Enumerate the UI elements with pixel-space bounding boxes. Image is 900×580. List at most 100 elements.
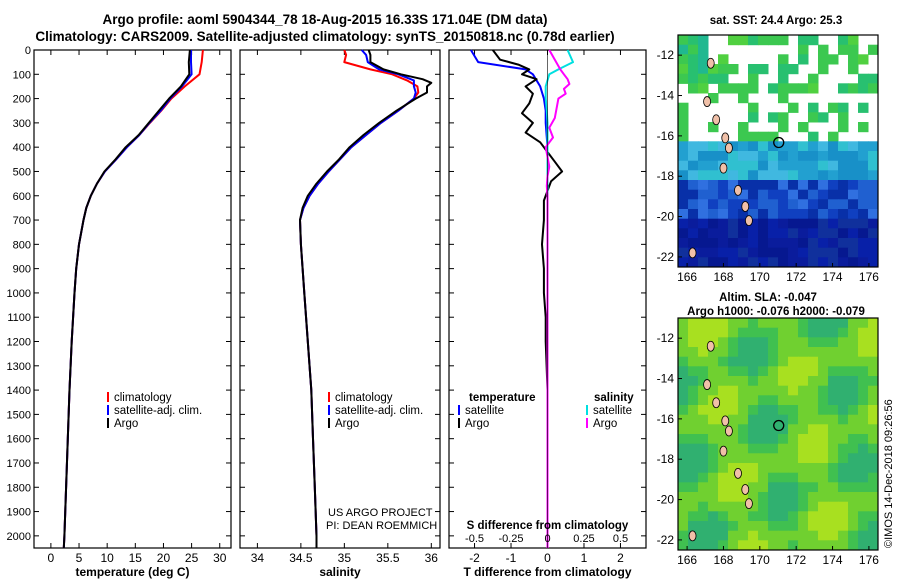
sst-map-cell bbox=[748, 218, 759, 229]
title-line-1: Argo profile: aoml 5904344_78 18-Aug-201… bbox=[102, 12, 548, 27]
sst-map-cell bbox=[838, 199, 849, 210]
sla-map-cell bbox=[688, 443, 699, 454]
sst-map-cell bbox=[838, 122, 849, 133]
sla-map-cell bbox=[808, 453, 819, 464]
sla-map-cell bbox=[758, 463, 769, 474]
sst-map-cell bbox=[788, 180, 799, 191]
sla-map-cell bbox=[848, 318, 859, 329]
sla-map-cell bbox=[868, 492, 879, 503]
sla-map-cell bbox=[758, 424, 769, 435]
difference-s-legend-label: Argo bbox=[593, 418, 617, 430]
sla-map-cell bbox=[698, 376, 709, 387]
sst-map-cell bbox=[778, 199, 789, 210]
sla-map-cells bbox=[678, 318, 879, 551]
sla-map-cell bbox=[728, 511, 739, 522]
difference-s-tick-label: 0.5 bbox=[613, 533, 628, 545]
sst-map-cell bbox=[838, 189, 849, 200]
sla-map-cell bbox=[828, 463, 839, 474]
sst-map-cell bbox=[738, 122, 749, 133]
sst-map-cell bbox=[828, 102, 839, 113]
sst-map-cell bbox=[758, 247, 769, 258]
sst-map-cell bbox=[678, 122, 689, 133]
sla-map-cell bbox=[798, 472, 809, 483]
sla-map-cell bbox=[828, 376, 839, 387]
sst-map-cell bbox=[818, 151, 829, 162]
sst-map-cell bbox=[798, 209, 809, 220]
sla-map-cell bbox=[788, 424, 799, 435]
sla-map-cell bbox=[728, 385, 739, 396]
sla-map-cell bbox=[798, 511, 809, 522]
sla-map-cell bbox=[818, 347, 829, 358]
sla-map-cell bbox=[678, 395, 689, 406]
sst-map-cell bbox=[838, 257, 849, 268]
sst-map-cell bbox=[748, 151, 759, 162]
sst-map-cell bbox=[708, 199, 719, 210]
sla-map-cell bbox=[678, 521, 689, 532]
sla-map-cell bbox=[788, 414, 799, 425]
sla-map-cell bbox=[808, 521, 819, 532]
sla-map-cell bbox=[838, 530, 849, 541]
sst-map-cell bbox=[738, 131, 749, 142]
sla-map-cell bbox=[808, 501, 819, 512]
sst-map-cell bbox=[798, 238, 809, 249]
sla-map-cell bbox=[708, 453, 719, 464]
sla-map-cell bbox=[788, 472, 799, 483]
sla-map-cell bbox=[758, 414, 769, 425]
sla-map-cell bbox=[788, 521, 799, 532]
sst-map-cell bbox=[778, 83, 789, 94]
sst-map-cell bbox=[818, 209, 829, 220]
sla-map-cell bbox=[868, 414, 879, 425]
sst-map-cell bbox=[708, 170, 719, 181]
difference-xtick-label: 0 bbox=[544, 551, 551, 565]
sla-map-cell bbox=[828, 434, 839, 445]
sla-map-cell bbox=[688, 434, 699, 445]
sst-map-cell bbox=[808, 131, 819, 142]
sst-map-cell bbox=[688, 228, 699, 239]
sla-map-cell bbox=[738, 511, 749, 522]
sst-map-cell bbox=[708, 228, 719, 239]
sst-map-cell bbox=[818, 112, 829, 123]
sla-map-cell bbox=[788, 482, 799, 493]
sla-map-cell bbox=[748, 414, 759, 425]
salinity-xtick-label: 35 bbox=[338, 551, 352, 565]
sst-map-cell bbox=[828, 54, 839, 65]
sla-map-cell bbox=[818, 318, 829, 329]
sst-map-cell bbox=[808, 141, 819, 152]
sla-map-cell bbox=[778, 405, 789, 416]
sst-map-cell bbox=[678, 170, 689, 181]
sla-map-cell bbox=[738, 424, 749, 435]
sla-map-cell bbox=[768, 521, 779, 532]
sla-map-cell bbox=[808, 492, 819, 503]
sla-map-cell bbox=[818, 511, 829, 522]
sst-map-cell bbox=[868, 73, 879, 84]
sst-map-island bbox=[721, 132, 730, 144]
sla-map-cell bbox=[838, 395, 849, 406]
sla-map-cell bbox=[708, 482, 719, 493]
temperature-xtick-label: 30 bbox=[213, 551, 227, 565]
sst-map-cell bbox=[778, 64, 789, 75]
sst-map-cell bbox=[788, 141, 799, 152]
sst-map-cell bbox=[868, 180, 879, 191]
sla-map-cell bbox=[738, 443, 749, 454]
sla-map-cell bbox=[778, 356, 789, 367]
sla-map-cell bbox=[838, 337, 849, 348]
sst-map-cell bbox=[848, 170, 859, 181]
sst-map-cell bbox=[798, 35, 809, 46]
sla-map-cell bbox=[728, 482, 739, 493]
temperature-xtick-label: 20 bbox=[157, 551, 171, 565]
sla-map-cell bbox=[778, 318, 789, 329]
sla-map-cell bbox=[688, 453, 699, 464]
sst-map-cell bbox=[768, 131, 779, 142]
sst-map-cell bbox=[678, 102, 689, 113]
sst-map-cell bbox=[708, 122, 719, 133]
difference-legend-heading-salinity: salinity bbox=[594, 392, 634, 404]
sla-map-cell bbox=[798, 318, 809, 329]
sla-map-cell bbox=[688, 385, 699, 396]
sla-map-cell bbox=[768, 501, 779, 512]
temperature-ytick-label: 1800 bbox=[7, 482, 31, 494]
sst-map-cell bbox=[738, 228, 749, 239]
sst-map-cell bbox=[838, 247, 849, 258]
sla-map-cell bbox=[728, 443, 739, 454]
sla-map-cell bbox=[688, 521, 699, 532]
sla-map-cell bbox=[708, 521, 719, 532]
